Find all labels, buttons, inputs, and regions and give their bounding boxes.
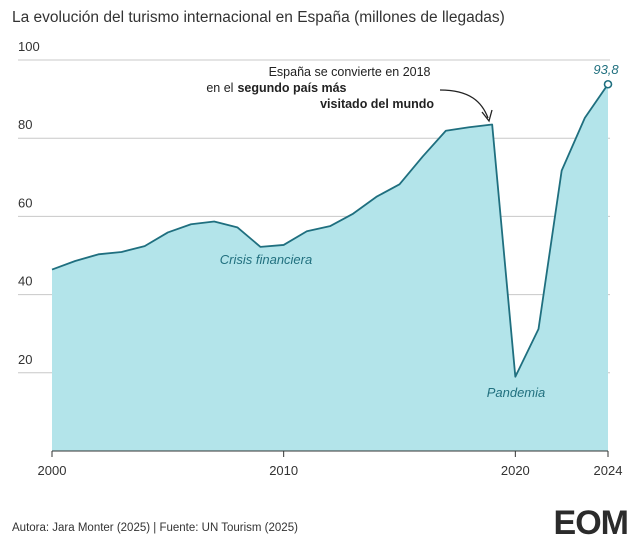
annotation-line: en el: [206, 81, 233, 95]
line: [51, 83, 609, 378]
source: Autora: Jara Monter (2025) | Fuente: UN …: [12, 522, 298, 534]
arrow-head: [481, 109, 493, 123]
annotation-line: segundo país más: [237, 81, 346, 95]
value-label: 93,8: [593, 62, 619, 77]
annotation-crisis: Crisis financiera: [220, 252, 312, 267]
point: [603, 79, 613, 89]
y-tick-label: 80: [18, 117, 32, 132]
annotation: España se convierte en 2018 en el segundo…: [206, 65, 434, 111]
y-tick-label: 60: [18, 195, 32, 210]
logo: EOM: [554, 504, 628, 542]
area: [52, 84, 608, 451]
x-tick-label: 2000: [38, 463, 67, 478]
annotation-line: España se convierte en 2018: [269, 65, 431, 79]
annotation-arrow: [439, 89, 489, 119]
x-tick-label: 2020: [501, 463, 530, 478]
x-tick-label: 2010: [269, 463, 298, 478]
plot: 20 40 60 80 100 93,8 2000 2010 2020 2024: [18, 39, 622, 478]
annotation-line: visitado del mundo: [320, 97, 434, 111]
chart-title: La evolución del turismo internacional e…: [12, 9, 505, 26]
x-tick-label: 2024: [594, 463, 623, 478]
y-tick-label: 20: [18, 352, 32, 367]
annotation-pandemia: Pandemia: [487, 385, 546, 400]
y-tick-label: 100: [18, 39, 40, 54]
y-tick-label: 40: [18, 274, 32, 289]
